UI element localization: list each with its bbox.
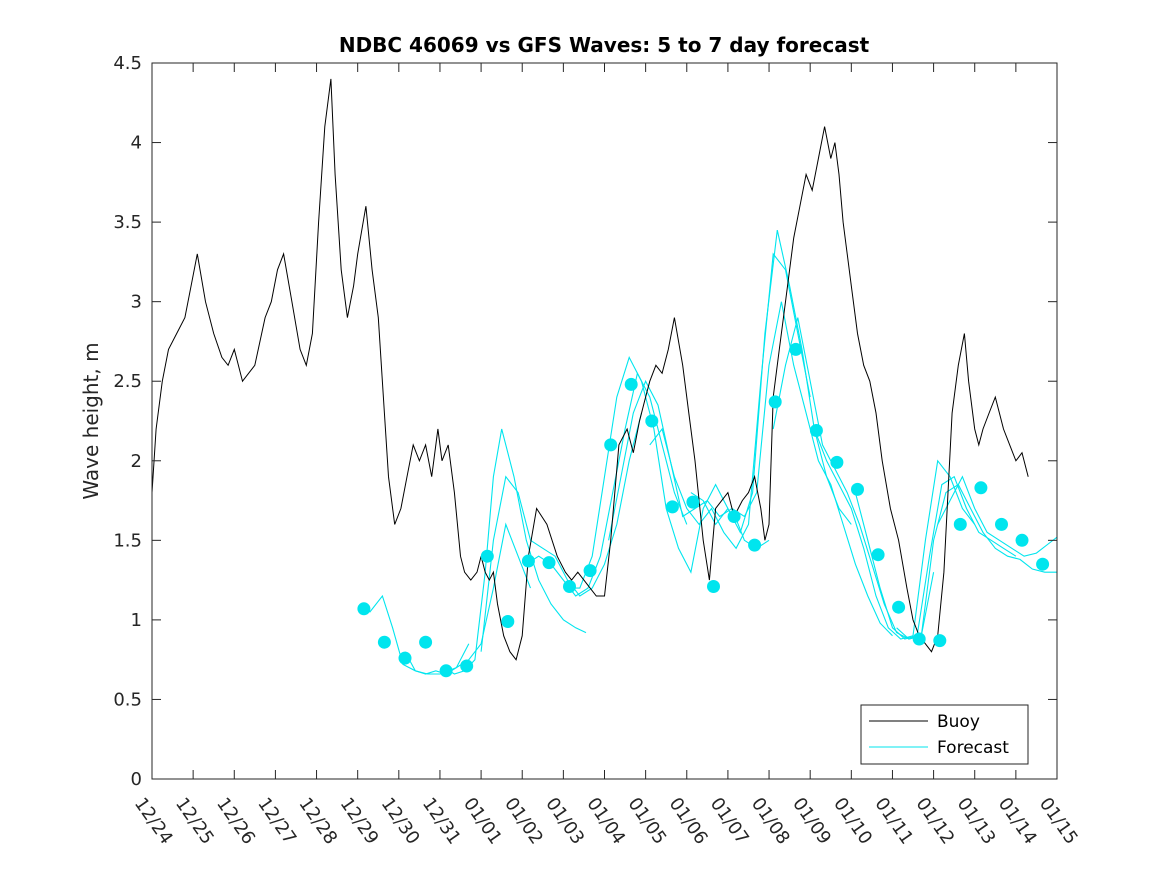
y-tick-label: 2.5 [113,371,142,392]
buoy-line [151,78,1029,661]
y-tick-label: 2 [131,451,142,472]
forecast-marker [851,482,864,496]
legend-box [860,704,1029,765]
legend-forecast-label: Forecast [937,738,1009,758]
legend: Buoy Forecast [860,704,1029,765]
plot-area [152,63,1057,779]
forecast-marker [419,635,433,649]
forecast-run-line-14 [937,475,1058,557]
forecast-marker [645,414,659,428]
forecast-marker [439,664,453,678]
forecast-marker [460,659,474,673]
forecast-marker [809,424,823,437]
forecast-run-line-12 [854,475,1017,640]
forecast-marker [357,602,371,616]
forecast-marker [583,564,597,578]
series-layer [151,78,1058,678]
forecast-marker [727,510,741,523]
y-tick-label: 1 [131,610,142,631]
forecast-marker [604,438,618,452]
y-tick-label: 0.5 [113,689,142,710]
forecast-marker [953,517,967,531]
forecast-marker [974,481,988,495]
forecast-marker [398,651,412,665]
forecast-marker [707,580,720,593]
forecast-marker [1036,557,1050,571]
forecast-marker [521,554,535,568]
forecast-marker [665,500,679,514]
forecast-marker [1015,533,1029,547]
forecast-run-line-3 [480,412,643,652]
forecast-run-line-9 [731,301,893,637]
forecast-marker [542,556,556,570]
forecast-run-line-8 [690,229,852,534]
forecast-marker [995,517,1008,531]
y-tick-label: 3 [131,292,142,313]
forecast-marker [789,342,803,356]
forecast-marker [892,600,906,614]
chart-title: NDBC 46069 vs GFS Waves: 5 to 7 day fore… [339,33,870,57]
forecast-marker [624,377,638,391]
forecast-marker [563,580,576,593]
legend-buoy-label: Buoy [937,712,980,732]
y-axis-label: Wave height, m [79,342,103,499]
y-tick-label: 4 [131,133,142,154]
forecast-marker [933,634,947,648]
forecast-marker [871,548,885,562]
y-tick-label: 0 [131,769,142,790]
forecast-marker [480,549,494,563]
forecast-run-line-11 [813,428,976,640]
forecast-marker [501,615,515,628]
forecast-marker [768,395,782,409]
forecast-marker [686,495,700,509]
forecast-marker [830,455,844,469]
y-tick-label: 3.5 [113,212,142,233]
forecast-marker [748,538,762,552]
y-tick-label: 1.5 [113,530,142,551]
y-tick-label: 4.5 [113,53,142,74]
forecast-marker [912,632,926,646]
forecast-run-line-7 [649,252,811,550]
forecast-run-line-6 [608,379,770,549]
forecast-run-line-13 [896,483,1057,640]
forecast-marker [377,635,391,649]
